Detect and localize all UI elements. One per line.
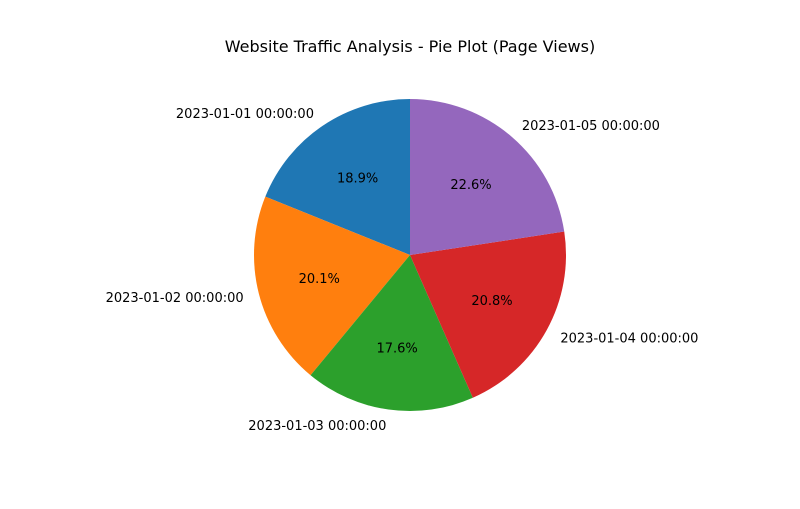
pie-percent-label-5: 22.6% — [450, 178, 491, 193]
pie-slice-3 — [310, 255, 473, 412]
pie-category-label-4: 2023-01-04 00:00:00 — [560, 332, 698, 347]
pie-percent-label-1: 18.9% — [337, 171, 378, 186]
pie-labels: 18.9% 2023-01-01 00:00:00 20.1% 2023-01-02 … — [106, 107, 699, 434]
pie-percent-label-3: 17.6% — [376, 342, 417, 357]
pie-category-label-5: 2023-01-05 00:00:00 — [522, 119, 660, 134]
pie-percent-label-4: 20.8% — [471, 294, 512, 309]
pie-category-label-1: 2023-01-01 00:00:00 — [176, 107, 314, 122]
pie-category-label-2: 2023-01-02 00:00:00 — [106, 291, 244, 306]
chart-title: Website Traffic Analysis - Pie Plot (Pag… — [225, 37, 595, 56]
pie-slice-1 — [265, 99, 410, 255]
pie-slice-5 — [410, 99, 565, 255]
pie-category-label-3: 2023-01-03 00:00:00 — [248, 419, 386, 434]
pie-slice-2 — [253, 196, 410, 376]
pie-percent-label-2: 20.1% — [299, 272, 340, 287]
pie-slice-4 — [410, 231, 567, 398]
pie-slices — [253, 99, 567, 412]
